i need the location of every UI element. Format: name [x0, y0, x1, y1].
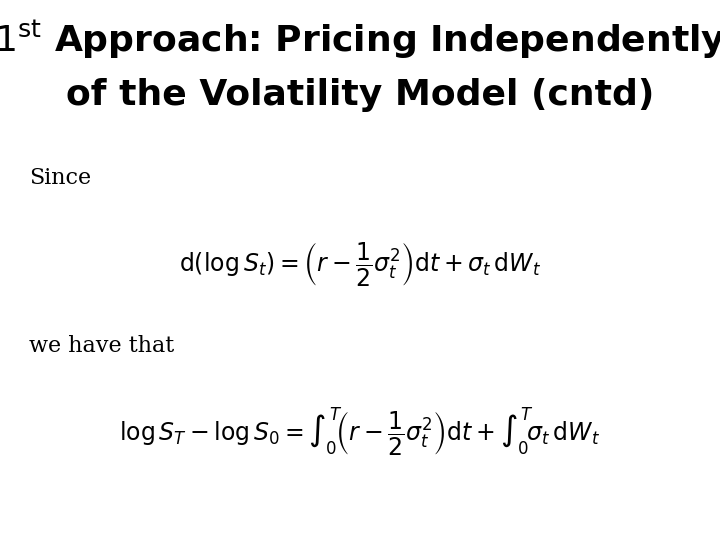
Text: $\mathrm{d}(\log S_t) = \left(r - \dfrac{1}{2}\sigma_t^2\right)\mathrm{d}t + \si: $\mathrm{d}(\log S_t) = \left(r - \dfrac…	[179, 240, 541, 288]
Text: we have that: we have that	[29, 335, 174, 357]
Text: Since: Since	[29, 167, 91, 190]
Text: $\log S_T - \log S_0 = \int_0^T\!\left(r - \dfrac{1}{2}\sigma_t^2\right)\mathrm{: $\log S_T - \log S_0 = \int_0^T\!\left(r…	[120, 405, 600, 458]
Text: of the Volatility Model (cntd): of the Volatility Model (cntd)	[66, 78, 654, 112]
Text: $1^{\mathsf{st}}$ Approach: Pricing Independently: $1^{\mathsf{st}}$ Approach: Pricing Inde…	[0, 19, 720, 62]
